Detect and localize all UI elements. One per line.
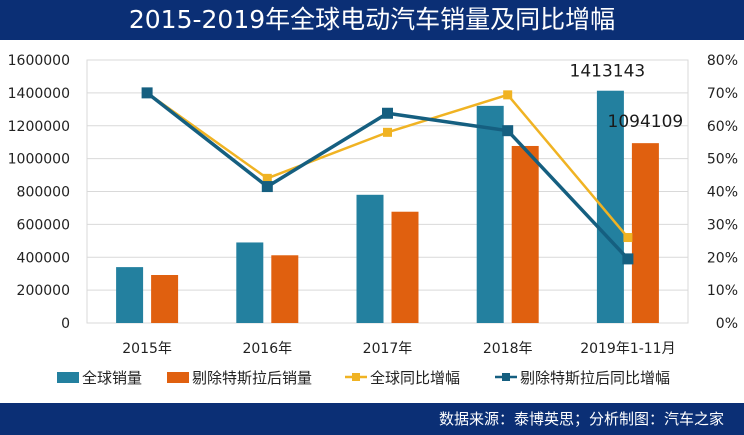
marker-excl-tesla-yoy: [502, 125, 514, 137]
right-tick-label: 0%: [716, 316, 738, 332]
data-labels: 1413143 1094109: [570, 62, 684, 132]
marker-excl-tesla-yoy: [382, 107, 393, 119]
left-tick-label: 600000: [17, 217, 70, 233]
marker-excl-tesla-yoy: [141, 87, 153, 99]
right-tick-label: 70%: [707, 86, 738, 102]
legend: 全球销量 剔除特斯拉后销量 全球同比增幅 剔除特斯拉后同比增幅: [57, 369, 670, 387]
marker-global-yoy: [503, 90, 513, 100]
line-series: [141, 87, 634, 265]
category-axis-labels: 2015年 2016年 2017年 2018年 2019年1-11月: [122, 341, 675, 357]
bar-global-sales: [356, 194, 384, 323]
bar-excl-tesla-sales: [271, 255, 299, 323]
legend-label: 剔除特斯拉后同比增幅: [520, 369, 670, 387]
data-label: 1413143: [570, 62, 646, 82]
left-tick-label: 1200000: [8, 119, 70, 135]
legend-label: 全球销量: [82, 369, 142, 387]
marker-excl-tesla-yoy: [261, 181, 273, 193]
category-label: 2017年: [363, 341, 413, 357]
category-label: 2016年: [242, 341, 292, 357]
category-label: 2015年: [122, 341, 172, 357]
legend-marker: [352, 373, 360, 381]
right-tick-label: 40%: [707, 185, 738, 201]
footer-bar: 数据来源：泰博英思；分析制图：汽车之家: [0, 403, 744, 435]
right-tick-label: 20%: [707, 250, 738, 266]
right-tick-label: 60%: [707, 119, 738, 135]
bar-excl-tesla-sales: [511, 145, 539, 323]
legend-marker: [502, 373, 510, 381]
data-label: 1094109: [608, 112, 684, 132]
legend-swatch: [167, 372, 189, 383]
left-tick-label: 200000: [17, 283, 70, 299]
left-tick-label: 1000000: [8, 152, 70, 168]
bar-excl-tesla-sales: [631, 143, 659, 323]
chart-title: 2015-2019年全球电动汽车销量及同比增幅: [0, 0, 744, 40]
right-tick-label: 80%: [707, 53, 738, 69]
left-tick-label: 0: [61, 316, 70, 332]
left-tick-label: 1600000: [8, 53, 70, 69]
legend-label: 剔除特斯拉后销量: [192, 369, 312, 387]
right-tick-label: 10%: [707, 283, 738, 299]
bar-excl-tesla-sales: [151, 275, 179, 323]
left-tick-label: 400000: [17, 250, 70, 266]
category-label: 2019年1-11月: [580, 341, 675, 357]
bar-excl-tesla-sales: [391, 211, 419, 323]
bar-global-sales: [476, 105, 504, 323]
left-axis-ticks: 0 200000 400000 600000 800000 1000000 1200000 1…: [8, 53, 70, 332]
marker-global-yoy: [383, 127, 392, 137]
legend-swatch: [57, 372, 79, 383]
legend-label: 全球同比增幅: [370, 369, 460, 387]
right-tick-label: 50%: [707, 152, 738, 168]
left-tick-label: 800000: [17, 185, 70, 201]
source-note: 数据来源：泰博英思；分析制图：汽车之家: [438, 410, 724, 428]
category-label: 2018年: [483, 341, 533, 357]
combo-chart: 0 200000 400000 600000 800000 1000000 1200000 1…: [8, 53, 738, 387]
right-axis-ticks: 0% 10% 20% 30% 40% 50% 60% 70% 80%: [707, 53, 738, 332]
bar-global-sales: [236, 242, 264, 323]
marker-global-yoy: [262, 173, 272, 183]
right-tick-label: 30%: [707, 217, 738, 233]
left-tick-label: 1400000: [8, 86, 70, 102]
marker-global-yoy: [623, 233, 633, 243]
bar-global-sales: [116, 267, 144, 323]
marker-excl-tesla-yoy: [622, 253, 634, 265]
